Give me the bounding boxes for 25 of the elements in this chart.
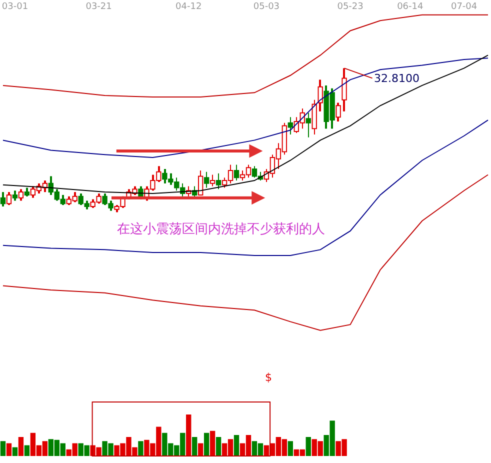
bar: [12, 447, 18, 456]
bar: [6, 443, 12, 456]
bar: [210, 430, 216, 456]
text: $: [265, 371, 272, 384]
bar: [234, 434, 240, 456]
bar: [306, 437, 311, 456]
x-tick-label: 05-03: [253, 2, 280, 12]
text: 在这小震荡区间内洗掉不少获利的人: [117, 222, 325, 237]
bar: [204, 432, 210, 456]
bar: [216, 437, 222, 456]
x-tick-label: 04-12: [176, 2, 202, 12]
bar: [198, 443, 204, 456]
x-tick-label: 07-04: [450, 2, 478, 12]
x-tick-label: 03-01: [2, 2, 28, 12]
bar: [192, 437, 198, 456]
x-tick-label: 05-23: [337, 2, 364, 12]
bar: [138, 441, 144, 456]
bar: [0, 441, 6, 456]
bar: [24, 445, 30, 456]
x-tick-label: 06-14: [397, 2, 424, 12]
bar: [186, 414, 192, 456]
annotation: 32.8100: [374, 72, 420, 85]
bar: [288, 441, 293, 456]
bar: [18, 437, 24, 456]
x-tick-label: 03-21: [86, 2, 112, 12]
